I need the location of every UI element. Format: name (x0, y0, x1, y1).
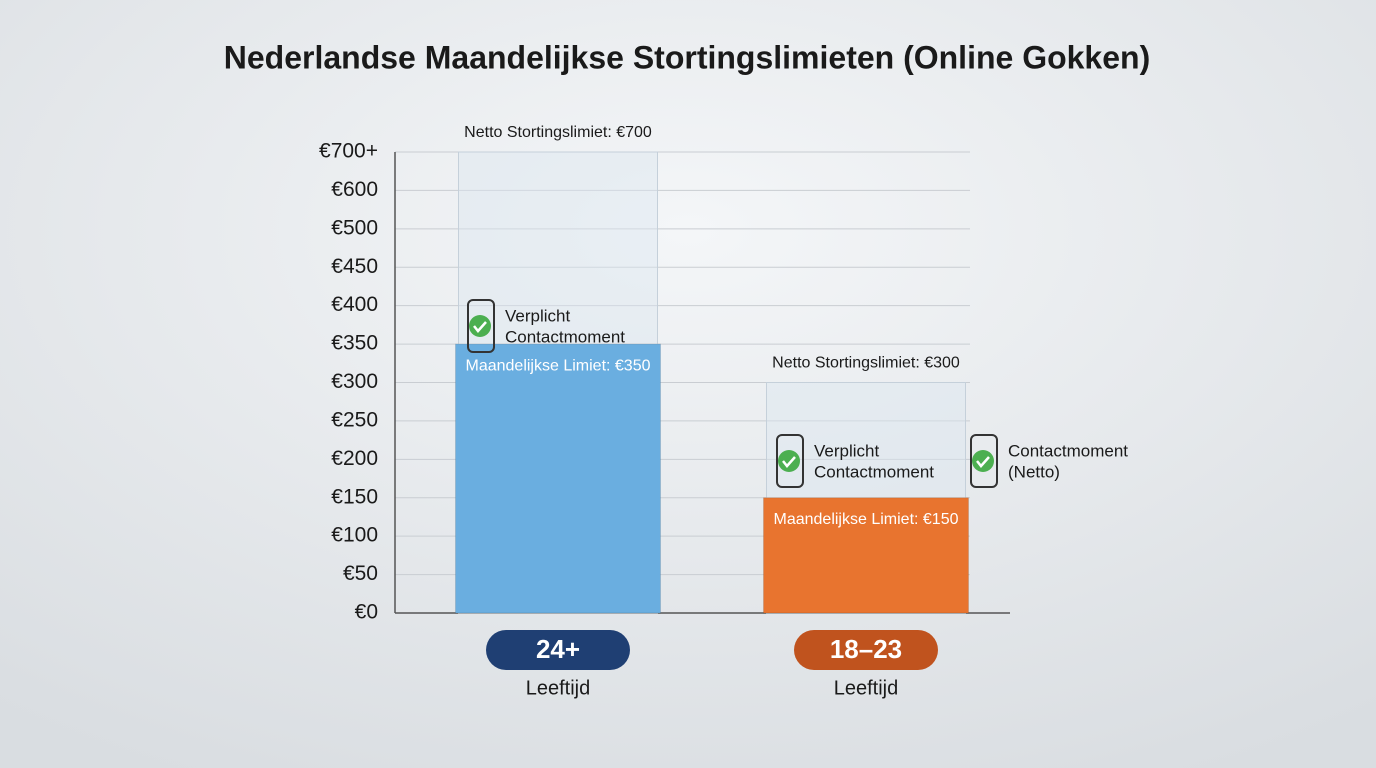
check-icon (778, 450, 800, 472)
x-sublabel: Leeftijd (834, 677, 899, 699)
y-tick-label: €450 (331, 255, 378, 278)
y-tick-label: €150 (331, 485, 378, 508)
y-tick-label: €250 (331, 408, 378, 431)
x-tick-label: 24+ (536, 634, 580, 664)
net-limit-label: Netto Stortingslimiet: €700 (464, 124, 652, 141)
y-tick-label: €200 (331, 447, 378, 470)
y-tick-label: €0 (355, 601, 378, 624)
bar (763, 497, 969, 614)
y-tick-label: €300 (331, 370, 378, 393)
phone-icon (970, 434, 998, 488)
annotation: (Netto) (1008, 462, 1060, 481)
net-limit-label: Netto Stortingslimiet: €300 (772, 355, 960, 372)
x-tick-label: 18–23 (830, 634, 902, 664)
bar (455, 343, 661, 614)
y-tick-label: €400 (331, 293, 378, 316)
y-tick-label: €500 (331, 216, 378, 239)
x-sublabel: Leeftijd (526, 677, 591, 699)
bar-value-label: Maandelijkse Limiet: €150 (774, 511, 959, 528)
chart-title: Nederlandse Maandelijkse Stortingslimiet… (224, 39, 1150, 75)
bar-value-label: Maandelijkse Limiet: €350 (466, 357, 651, 374)
check-mark (473, 321, 487, 333)
annotation: Verplicht (814, 441, 879, 460)
annotation: Verplicht (505, 306, 570, 325)
y-tick-label: €50 (343, 562, 378, 585)
category-pill (486, 630, 630, 670)
annotation: Contactmoment (814, 462, 934, 481)
check-mark (976, 456, 990, 468)
phone-icon (467, 299, 495, 353)
annotation: Contactmoment (505, 327, 625, 346)
check-icon (972, 450, 994, 472)
check-icon (469, 315, 491, 337)
category-pill (794, 630, 938, 670)
phone-icon (776, 434, 804, 488)
y-tick-label: €350 (331, 332, 378, 355)
y-tick-label: €700+ (319, 140, 378, 163)
y-tick-label: €100 (331, 524, 378, 547)
y-tick-label: €600 (331, 178, 378, 201)
annotation: Contactmoment (1008, 441, 1128, 460)
check-mark (782, 456, 796, 468)
